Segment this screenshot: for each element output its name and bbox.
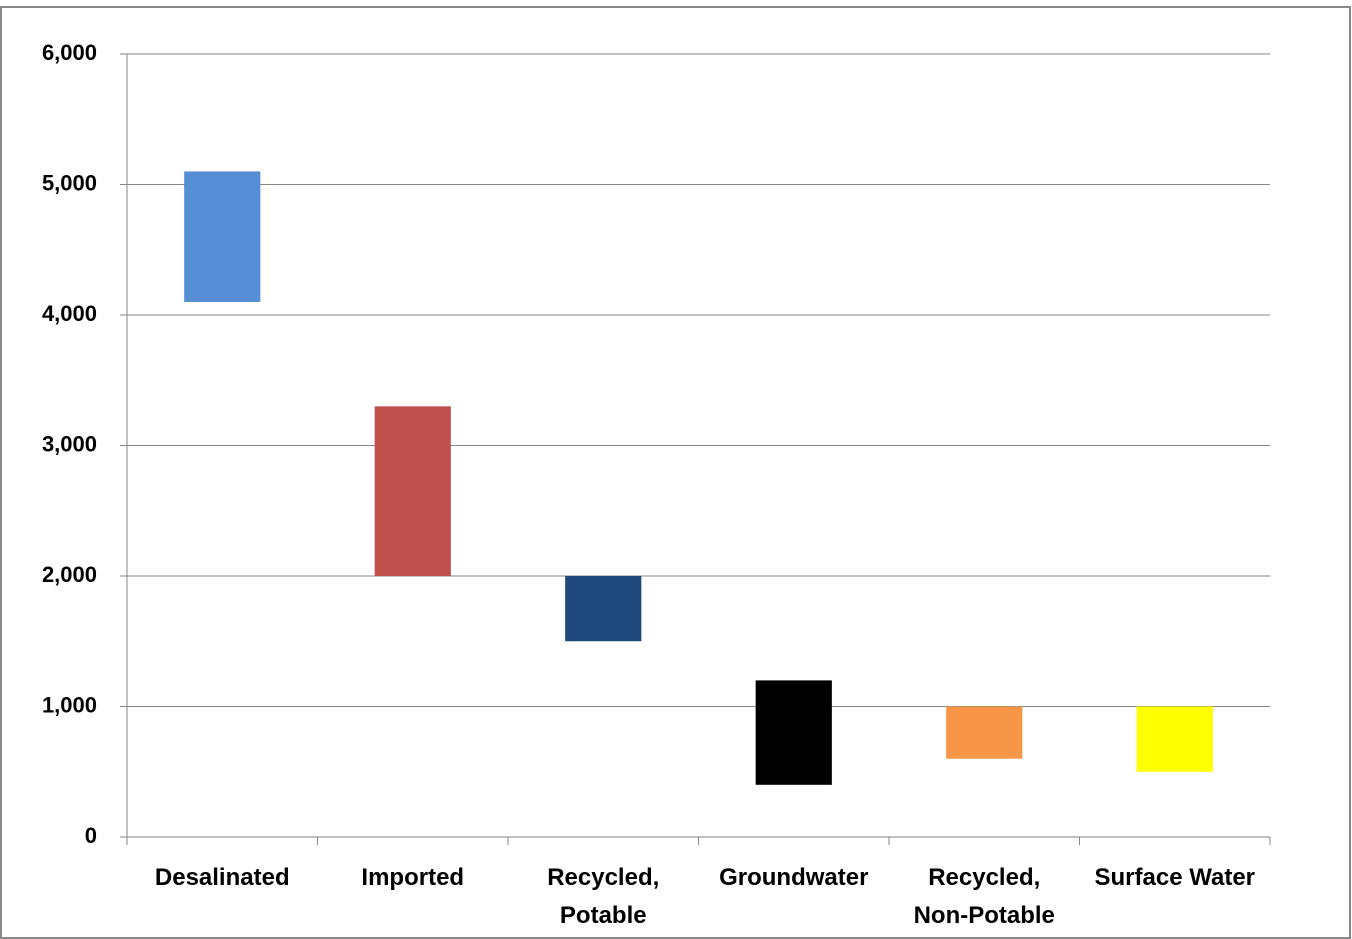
x-tick-label: Recycled, Non-Potable <box>913 864 1055 929</box>
y-tick-label: 3,000 <box>42 431 97 456</box>
x-tick-label: Imported <box>361 864 465 891</box>
y-tick-label: 0 <box>85 823 97 848</box>
bar <box>565 576 642 642</box>
x-tick-label: Groundwater <box>719 864 869 891</box>
bar <box>184 171 261 302</box>
y-tick-label: 1,000 <box>42 692 97 717</box>
bar <box>1136 706 1213 772</box>
y-tick-label: 5,000 <box>42 170 97 195</box>
y-tick-label: 2,000 <box>42 562 97 587</box>
bar <box>374 406 451 576</box>
chart-border <box>0 6 1351 939</box>
y-tick-label: 6,000 <box>42 40 97 65</box>
x-tick-label: Recycled, Potable <box>547 864 660 929</box>
x-tick-label: Desalinated <box>154 864 290 891</box>
y-tick-label: 4,000 <box>42 301 97 326</box>
bar <box>946 706 1023 759</box>
x-tick-label: Surface Water <box>1094 864 1256 891</box>
bar <box>755 680 832 785</box>
